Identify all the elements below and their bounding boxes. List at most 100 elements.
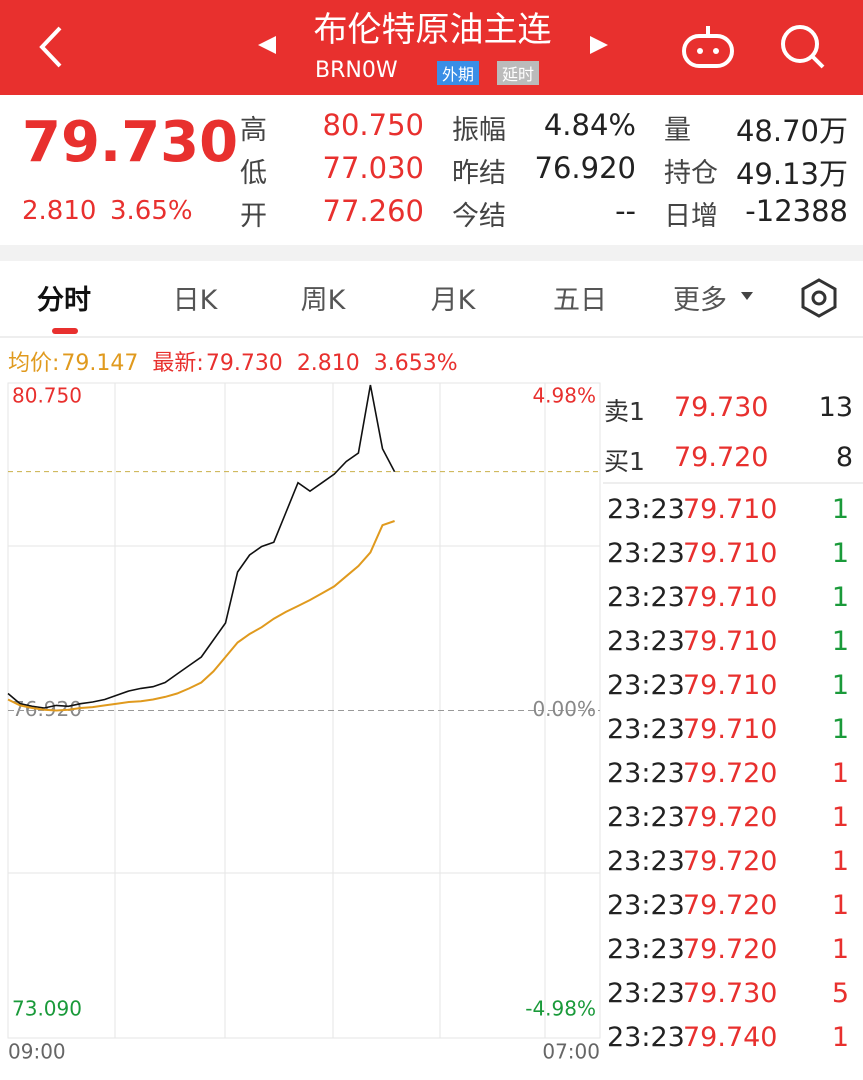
trade-time: 23:23 [607,714,685,745]
stat-value: -12388 [745,194,848,228]
x-tick-label: 09:00 [8,1040,66,1064]
x-tick-label: 07:00 [542,1040,600,1064]
more-arrow[interactable] [740,290,754,302]
settings-icon[interactable] [798,277,840,319]
trade-volume: 5 [831,978,849,1009]
y-tick-label: 73.090 [12,997,82,1021]
stat-value: 76.920 [534,151,636,185]
legend: 均价:79.147 最新:79.730 2.810 3.653% [8,345,472,377]
trade-volume: 1 [831,802,849,833]
trade-time: 23:23 [607,494,685,525]
trade-price: 79.740 [683,1022,778,1053]
stat-label: 持仓 [664,158,718,189]
trade-volume: 1 [831,846,849,877]
book-label: 卖1 [604,397,645,426]
trade-price: 79.710 [683,538,778,569]
trade-volume: 1 [831,890,849,921]
stat-label: 开 [240,201,267,232]
trade-volume: 1 [831,758,849,789]
trade-volume: 1 [831,538,849,569]
trade-price: 79.710 [683,582,778,613]
trade-price: 79.720 [683,934,778,965]
change: 2.810 [22,196,97,226]
tab[interactable]: 更多 [673,285,727,316]
grid [7,382,601,1039]
trade-volume: 1 [831,582,849,613]
book-volume: 8 [835,442,853,473]
robot-icon[interactable] [680,24,736,70]
divider [0,336,863,338]
stat-label: 昨结 [452,158,506,189]
trade-volume: 1 [831,934,849,965]
legend-value: 79.730 [205,351,283,376]
legend-label: 最新: [152,351,204,376]
trade-volume: 1 [831,714,849,745]
title: 布伦特原油主连 [313,10,552,50]
tab[interactable]: 月K [430,285,476,316]
series-line [7,520,395,712]
trade-price: 79.730 [683,978,778,1009]
legend-value: 2.810 [296,351,360,376]
legend-value: 3.653% [373,351,458,376]
stat-label: 量 [664,115,691,146]
trade-time: 23:23 [607,582,685,613]
trade-time: 23:23 [607,802,685,833]
last-price: 79.730 [22,110,239,175]
tab[interactable]: 周K [300,285,346,316]
trade-time: 23:23 [607,758,685,789]
trade-time: 23:23 [607,670,685,701]
code: BRN0W [315,58,398,83]
y2-tick-label: 0.00% [532,697,596,721]
book-label: 买1 [604,447,645,476]
trade-price: 79.720 [683,758,778,789]
stat-value: 77.030 [322,151,424,185]
stat-value: 80.750 [322,108,424,142]
search-icon[interactable] [778,22,828,72]
y-tick-label: 80.750 [12,384,82,408]
stat-label: 低 [240,158,267,189]
trade-price: 79.720 [683,802,778,833]
book-price: 79.720 [674,442,769,473]
tab[interactable]: 日K [172,285,218,316]
trade-volume: 1 [831,1022,849,1053]
trade-price: 79.710 [683,714,778,745]
trade-price: 79.720 [683,846,778,877]
trade-price: 79.720 [683,890,778,921]
tab[interactable]: 分时 [37,285,91,316]
trade-price: 79.710 [683,626,778,657]
header: 布伦特原油主连 BRN0W 外期 延时 [0,0,863,95]
stat-value: -- [615,194,636,228]
y2-tick-label: 4.98% [532,384,596,408]
legend-value: 79.147 [61,351,139,376]
legend-label: 均价: [8,351,60,376]
next-button[interactable] [588,34,610,56]
stat-value: 49.13万 [735,157,848,191]
tab[interactable]: 五日 [553,285,607,316]
change-pct: 3.65% [110,196,193,226]
stat-value: 48.70万 [735,114,848,148]
tab-indicator [52,328,78,334]
back-button[interactable] [36,24,66,70]
trade-time: 23:23 [607,934,685,965]
tag: 延时 [497,61,540,85]
tag: 外期 [437,61,480,85]
trade-volume: 1 [831,670,849,701]
stat-label: 今结 [452,201,506,232]
y2-tick-label: -4.98% [525,997,596,1021]
trade-volume: 1 [831,494,849,525]
trade-time: 23:23 [607,538,685,569]
trade-time: 23:23 [607,846,685,877]
stat-label: 日增 [664,201,718,232]
book-volume: 13 [818,392,853,423]
stat-value: 4.84% [543,108,636,142]
stat-label: 高 [240,115,267,146]
book-price: 79.730 [674,392,769,423]
trade-volume: 1 [831,626,849,657]
prev-button[interactable] [256,34,278,56]
stat-label: 振幅 [452,115,506,146]
stat-value: 77.260 [322,194,424,228]
trade-time: 23:23 [607,890,685,921]
trade-price: 79.710 [683,670,778,701]
